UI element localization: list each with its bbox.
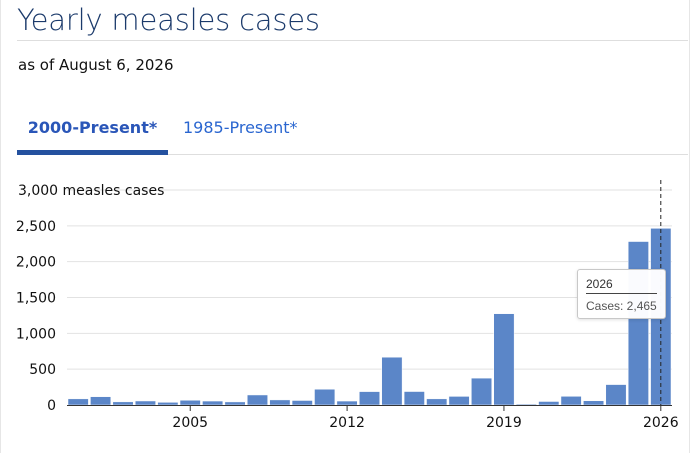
bar-2005: [179, 400, 201, 406]
bar-2006: [202, 400, 224, 406]
frame-left-edge: [0, 0, 1, 453]
chart-tooltip: 2026 Cases: 2,465: [577, 269, 666, 319]
bar-2018: [471, 377, 492, 406]
title-divider: [17, 40, 688, 41]
bar-2024: [605, 384, 627, 406]
x-tick-label-2005: 2005: [172, 415, 208, 431]
bar-2020: [515, 403, 537, 406]
y-tick-label-2000: 2,000: [16, 255, 56, 271]
y-tick-label-500: 500: [29, 362, 56, 378]
tab-1985-present-label: 1985-Present*: [183, 118, 298, 137]
bar-2011: [314, 388, 336, 406]
bar-2002: [112, 401, 134, 406]
y-tick-label-2500: 2,500: [16, 219, 56, 235]
bar-2014: [381, 356, 403, 406]
x-tick-label-2019: 2019: [486, 415, 522, 431]
tooltip-divider: [586, 293, 657, 294]
bar-2021: [538, 401, 560, 406]
x-tick-label-2026: 2026: [643, 415, 679, 431]
bar-2025: [627, 241, 649, 406]
tooltip-value: Cases: 2,465: [586, 299, 657, 313]
x-axis-labels: 2005 2012 2019 2026: [172, 405, 679, 431]
tab-2000-present[interactable]: 2000-Present*: [17, 118, 168, 155]
bar-2017: [448, 396, 470, 406]
x-tick-label-2012: 2012: [329, 415, 365, 431]
bar-2023: [583, 400, 605, 406]
bar-2003: [134, 400, 156, 406]
bar-2010: [291, 400, 313, 406]
y-tick-label-1500: 1,500: [16, 291, 56, 307]
tabs-divider: [17, 154, 688, 155]
bar-2013: [359, 391, 380, 406]
gridlines: [67, 189, 672, 370]
bar-2007: [224, 401, 246, 406]
bar-2009: [269, 399, 291, 406]
bar-2015: [403, 391, 425, 406]
y-tick-label-1000: 1,000: [16, 326, 56, 342]
bar-2004: [157, 402, 179, 406]
bar-2022: [560, 396, 582, 406]
period-tabs: 2000-Present* 1985-Present*: [17, 112, 688, 155]
y-tick-label-0: 0: [47, 398, 56, 414]
bar-2016: [426, 398, 448, 406]
y-axis-labels: 0 500 1,000 1,500 2,000 2,500 3,000 measles ca…: [16, 183, 164, 414]
bar-2019: [493, 313, 515, 406]
y-tick-label-3000: 3,000 measles cases: [18, 183, 164, 199]
tab-2000-present-label: 2000-Present*: [27, 118, 158, 137]
page-title: Yearly measles cases: [17, 3, 320, 37]
tooltip-title: 2026: [586, 277, 613, 291]
bar-2000: [67, 398, 89, 406]
bar-2008: [247, 394, 268, 406]
bar-2001: [90, 396, 112, 406]
as-of-date: as of August 6, 2026: [18, 56, 174, 74]
bar-2012: [336, 400, 358, 406]
tab-1985-present[interactable]: 1985-Present*: [183, 118, 298, 155]
